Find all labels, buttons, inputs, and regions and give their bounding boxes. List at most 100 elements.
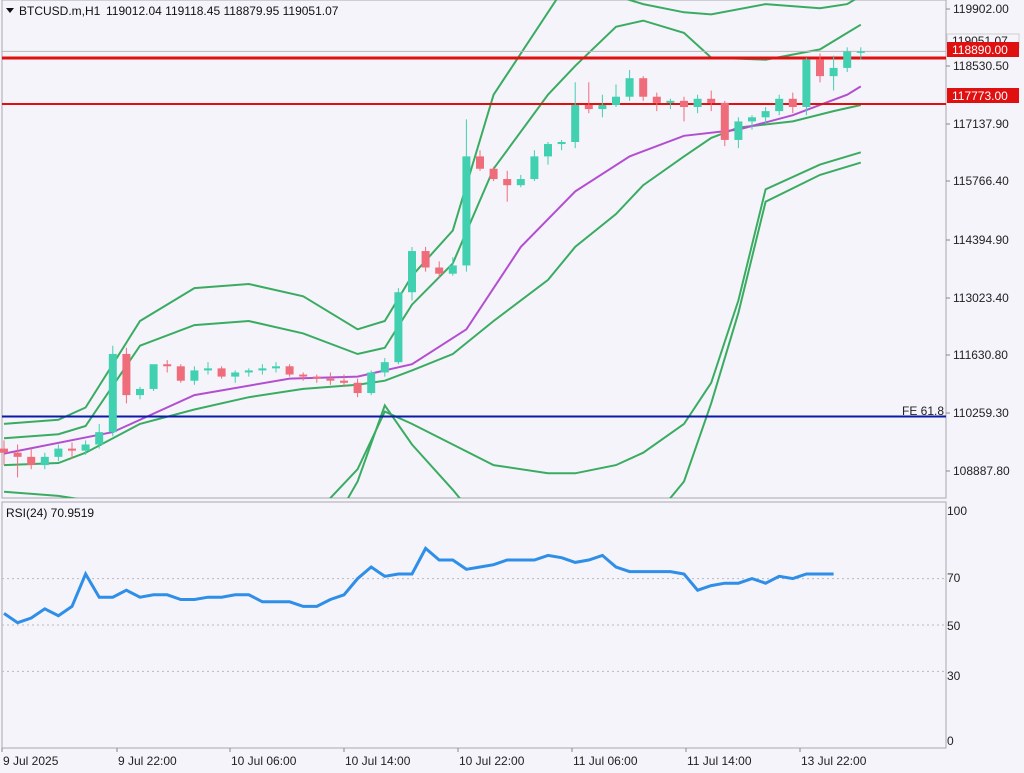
candle [68,442,76,459]
candle-body [639,78,648,97]
bb-lower-outer2-line [346,161,862,498]
triangle-down-icon[interactable] [6,8,14,13]
candle-body [217,368,226,377]
time-tick-label: 10 Jul 14:00 [345,754,411,768]
candle-body [557,141,566,145]
candle-body [149,364,158,389]
candle-body [353,382,362,394]
candle-body [258,368,267,371]
bb-lower-outer-line [3,151,862,498]
candle [204,362,212,375]
candle [639,76,648,101]
candle [856,47,865,60]
candle-body [136,388,144,396]
price-tick-label: 119902.00 [953,2,1009,16]
candle-body [108,353,117,433]
time-tick-label: 10 Jul 06:00 [231,754,297,768]
candle [503,170,512,202]
candle [353,378,362,398]
candle-body [625,78,634,97]
price-tick-label: 111630.80 [953,348,1008,362]
candle-body [571,104,580,142]
candle [802,57,811,116]
candle [13,444,22,478]
candle-body [68,448,76,451]
candle-body [408,251,416,293]
ma-line [3,85,862,455]
candle [258,364,267,375]
candle [326,372,335,385]
candle [476,150,484,171]
fe-label: FE 61.8 [902,404,944,418]
candle [244,368,253,377]
candle [136,386,144,400]
axes: 119902.00 118530.50 117137.90 115766.40 1143… [1,2,1010,768]
candle [149,364,158,391]
candle-body [190,370,199,381]
candle-body [503,179,512,186]
candle-body [95,432,104,445]
candle-body [81,444,90,451]
candle [108,345,117,437]
candle [829,55,838,91]
moving-average [3,85,862,455]
rsi-tick-label: 0 [947,734,954,748]
candle-body [680,100,688,108]
candle [272,362,280,373]
candle-body [802,59,811,108]
candle-body [54,448,63,457]
candle [462,119,471,272]
candle [680,96,688,122]
candle [421,246,430,272]
candle-body [584,104,593,110]
candle-body [435,267,444,274]
candle [775,94,784,116]
candle [843,47,852,73]
candle [625,69,634,101]
rsi-line [3,546,834,625]
price-tick-label: 110259.30 [953,406,1009,420]
candle-body [693,98,702,108]
candle-body [204,368,212,371]
candle-body [476,156,484,169]
candle-body [720,102,729,140]
svg-text:118890.00: 118890.00 [952,43,1008,57]
horizontal-lines[interactable] [2,50,946,418]
candle-body [340,380,348,383]
rsi-tick-label: 70 [947,571,961,585]
candle [734,117,743,149]
candle [557,139,566,151]
candle [448,257,457,276]
rsi-label: RSI(24) 70.9519 [6,506,94,520]
candle-body [761,111,770,118]
candle [516,174,525,188]
candle [612,84,620,108]
rsi-tick-label: 30 [947,669,961,683]
candle [707,90,716,112]
candle [435,261,444,278]
candle-body [285,366,294,375]
candle [544,141,552,165]
candle [40,452,49,470]
candle [408,246,416,301]
candle-body [367,372,376,394]
candle-body [734,121,743,140]
candle [340,374,348,387]
candle [666,98,675,110]
candle [380,358,389,377]
candle-body [176,366,185,381]
price-tick-label: 108887.80 [953,464,1010,478]
bollinger-bands [3,0,862,498]
candle [394,288,403,365]
candle-body [299,374,308,377]
candle [571,82,580,149]
candle-body [272,366,280,369]
candle-body [13,452,22,457]
main-plot-frame [1,0,947,499]
candle-body [748,117,756,122]
candle [217,366,226,379]
candle-body [244,370,253,373]
candle-body [598,104,607,110]
candle [163,360,172,373]
